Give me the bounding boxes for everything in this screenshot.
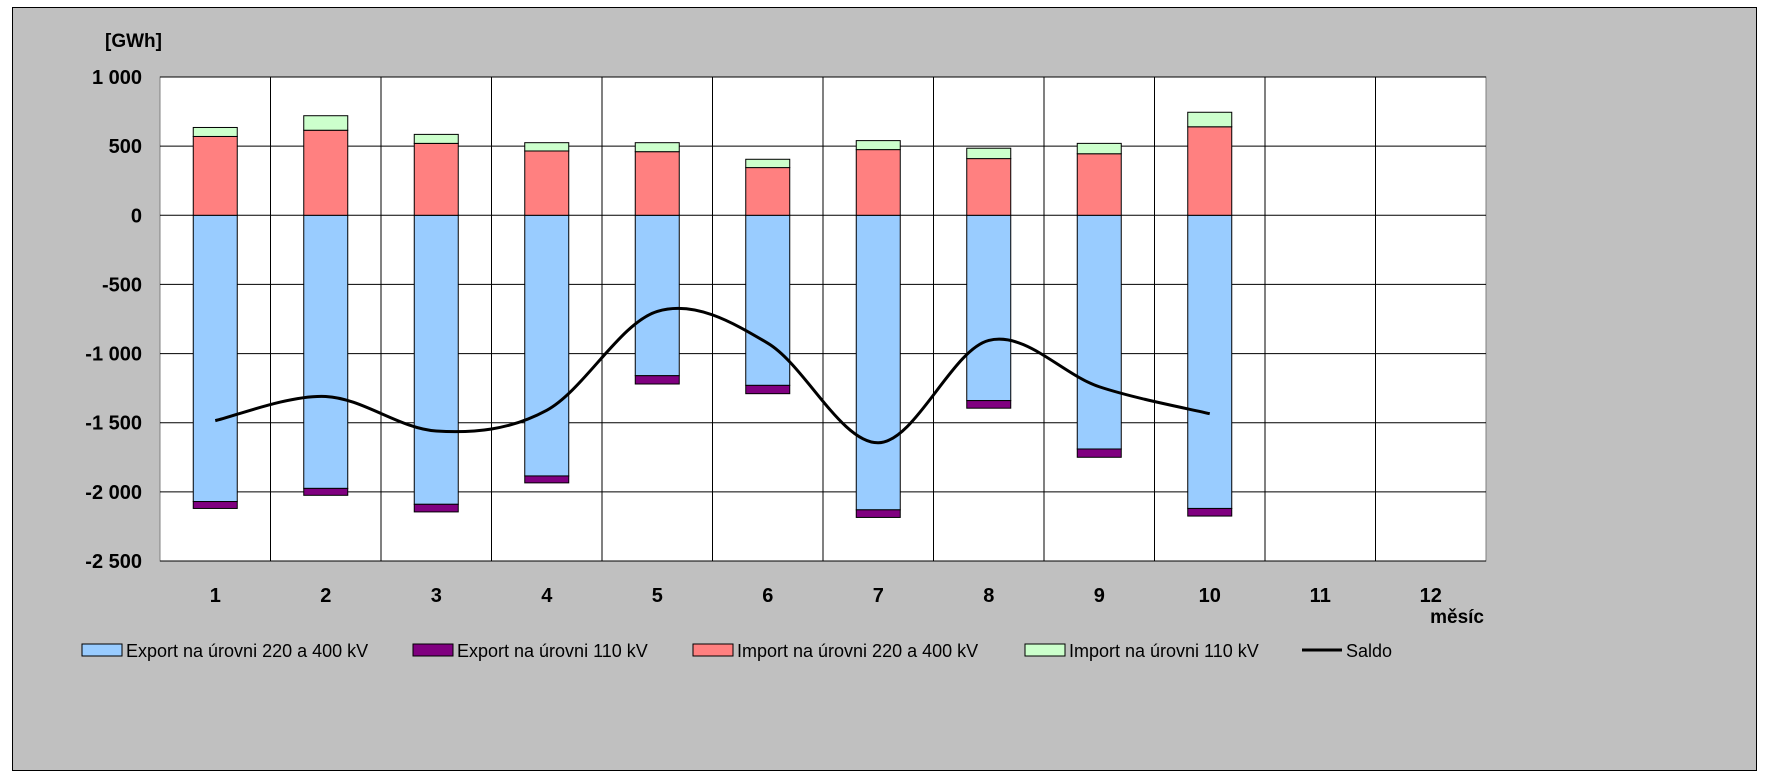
x-tick-label: 11 [1310, 585, 1331, 607]
bar-segment [303, 214, 349, 489]
x-tick-label: 5 [652, 585, 663, 607]
bar-segment [1076, 153, 1122, 216]
bar-segment [634, 214, 680, 377]
bar-segment [1076, 142, 1122, 155]
legend-swatch [1024, 643, 1066, 657]
bar-segment [524, 142, 570, 152]
x-tick-label: 10 [1199, 585, 1221, 607]
bar-segment [192, 126, 238, 137]
x-tick-label: 8 [983, 585, 994, 607]
legend-label: Import na úrovni 110 kV [1069, 641, 1259, 661]
legend-label: Export na úrovni 220 a 400 kV [126, 641, 368, 661]
bar-segment [524, 150, 570, 216]
legend-label: Saldo [1346, 641, 1392, 661]
bar-segment [966, 214, 1012, 402]
x-tick-label: 3 [431, 585, 442, 607]
bar-segment [524, 475, 570, 484]
bar-segment [413, 503, 459, 513]
bar-segment [192, 135, 238, 216]
y-tick-label: -500 [102, 274, 142, 296]
bar-segment [745, 384, 791, 395]
bar-segment [634, 375, 680, 385]
bar-segment [966, 400, 1012, 409]
bar-segment [634, 151, 680, 216]
bar-segment [745, 214, 791, 386]
x-tick-label: 12 [1420, 585, 1442, 607]
bar-segment [303, 129, 349, 216]
y-tick-label: -2 500 [85, 551, 142, 573]
saldo-line [214, 306, 1211, 445]
bar-segment [1187, 126, 1233, 216]
y-tick-label: 500 [109, 136, 142, 158]
x-tick-label: 7 [873, 585, 884, 607]
grid-layer [160, 76, 1486, 562]
x-tick-label: 6 [762, 585, 773, 607]
bar-segment [855, 509, 901, 518]
bar-segment [524, 214, 570, 477]
y-tick-label: -2 000 [85, 482, 142, 504]
bar-segment [855, 214, 901, 511]
line-layer [214, 306, 1211, 445]
x-tick-labels: 1 2 3 4 5 6 7 8 9 10 11 12 [210, 585, 1442, 607]
bar-segment [413, 133, 459, 144]
legend: Export na úrovni 220 a 400 kV Export na ú… [81, 641, 1392, 661]
legend-label: Export na úrovni 110 kV [457, 641, 648, 661]
bar-segment [855, 140, 901, 151]
x-tick-label: 4 [541, 585, 553, 607]
y-tick-labels: 1 000 500 0 -500 -1 000 -1 500 -2 000 -2 500 [85, 67, 142, 573]
legend-swatch [692, 643, 734, 657]
bar-segment [192, 501, 238, 509]
bar-segment [1076, 448, 1122, 458]
bars-layer [192, 111, 1233, 518]
y-axis-title: [GWh] [105, 31, 162, 52]
y-tick-label: 0 [131, 205, 142, 227]
bar-segment [1187, 507, 1233, 517]
x-tick-label: 9 [1094, 585, 1105, 607]
legend-swatch [412, 643, 454, 657]
bar-segment [634, 142, 680, 153]
x-tick-label: 1 [210, 585, 221, 607]
x-tick-label: 2 [320, 585, 331, 607]
bar-segment [1187, 111, 1233, 128]
bar-segment [413, 142, 459, 216]
y-tick-label: -1 500 [85, 413, 142, 435]
x-axis-title: měsíc [1430, 607, 1484, 628]
bar-segment [1076, 214, 1122, 450]
bar-segment [303, 487, 349, 496]
bar-segment [413, 214, 459, 505]
bar-segment [966, 147, 1012, 160]
bar-segment [966, 158, 1012, 216]
y-tick-label: 1 000 [92, 67, 142, 89]
y-tick-label: -1 000 [85, 344, 142, 366]
bar-segment [745, 158, 791, 169]
legend-swatch [81, 643, 123, 657]
legend-label: Import na úrovni 220 a 400 kV [737, 641, 978, 661]
bar-segment [745, 167, 791, 216]
bar-segment [1187, 214, 1233, 509]
bar-segment [855, 149, 901, 216]
bar-segment [303, 115, 349, 131]
bar-segment [192, 214, 238, 503]
